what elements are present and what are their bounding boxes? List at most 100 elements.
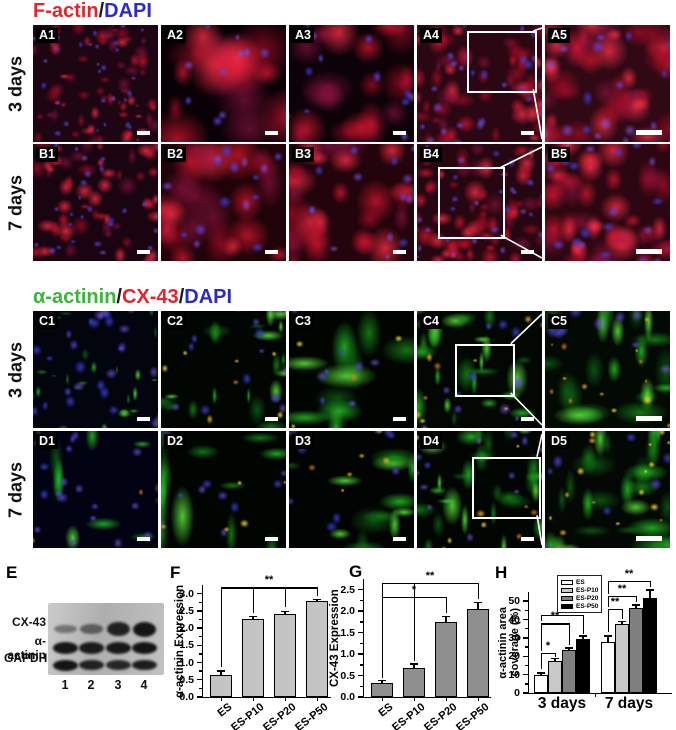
y-major-tick xyxy=(522,600,529,602)
y-minor-tick xyxy=(198,670,203,672)
scale-bar xyxy=(521,537,534,541)
micrograph-panel-a3: A3 xyxy=(289,25,414,142)
sig-bracket-drop xyxy=(541,614,543,622)
sig-bracket-line xyxy=(541,623,571,625)
x-tick xyxy=(478,697,480,701)
legend-label: ES xyxy=(576,578,585,586)
legend-label: ES-P50 xyxy=(576,602,599,610)
error-bar-cap xyxy=(378,679,386,682)
x-group-label: 3 days xyxy=(537,695,587,712)
sig-bracket-drop xyxy=(446,597,448,614)
y-minor-tick xyxy=(198,601,203,603)
y-major-tick xyxy=(522,655,529,657)
zoom-inset-box xyxy=(467,30,538,94)
data-bar xyxy=(306,601,328,697)
y-major-tick xyxy=(357,696,364,698)
y-major-tick xyxy=(357,589,364,591)
error-bar-cap xyxy=(249,616,257,618)
panel-letter-f: F xyxy=(170,563,181,582)
data-bar xyxy=(274,613,296,697)
error-bar xyxy=(568,648,570,650)
x-tick xyxy=(414,697,416,701)
sig-bracket-drop xyxy=(541,652,543,670)
y-tick-label: 2.5 xyxy=(179,604,194,617)
panel-label: D1 xyxy=(36,434,58,449)
y-tick-label: 0.0 xyxy=(340,691,355,703)
error-bar-cap xyxy=(579,635,587,637)
data-bar xyxy=(534,674,548,693)
y-tick-label: 0.0 xyxy=(179,691,194,703)
error-bar-cap xyxy=(604,635,612,637)
sig-bracket-drop xyxy=(636,595,638,603)
error-bar xyxy=(445,616,447,622)
sig-bracket-drop xyxy=(650,580,652,588)
stain-label: α-actinin xyxy=(33,286,117,308)
y-tick-label: 20 xyxy=(508,650,520,663)
panel-label: D4 xyxy=(420,434,442,449)
x-tick xyxy=(595,693,597,697)
x-tick xyxy=(253,697,255,701)
error-bar xyxy=(582,636,584,639)
panel-label: C4 xyxy=(420,314,442,329)
x-tick xyxy=(221,697,223,701)
y-major-tick xyxy=(196,696,203,698)
micrograph-panel-a2: A2 xyxy=(161,25,286,142)
error-bar xyxy=(413,663,415,669)
scale-bar xyxy=(636,249,662,254)
zoom-connector-lines xyxy=(532,27,542,140)
y-major-tick xyxy=(522,692,529,694)
micrograph-panel-b3: B3 xyxy=(289,144,414,261)
micrograph-row-c: 3 days C1 C2 C3 C4 C5 xyxy=(6,311,670,428)
sig-bracket-line xyxy=(608,608,624,610)
sig-bracket-drop xyxy=(253,587,255,613)
y-major-tick xyxy=(196,661,203,664)
y-minor-tick xyxy=(198,618,203,621)
y-major-tick xyxy=(522,618,529,621)
scale-bar xyxy=(521,131,534,135)
sig-bracket-drop xyxy=(555,652,557,658)
panel-label: C3 xyxy=(292,314,314,329)
y-tick-label: 1.5 xyxy=(340,626,355,639)
panel-label: B1 xyxy=(36,147,58,162)
panel-letter-g: G xyxy=(349,562,363,581)
zoom-connector-lines xyxy=(500,146,542,259)
panel-strip: C1 C2 C3 C4 C5 xyxy=(33,311,670,428)
y-minor-tick xyxy=(524,646,529,648)
zoom-inset-box xyxy=(472,456,541,520)
y-major-tick xyxy=(196,679,203,681)
y-major-tick xyxy=(522,673,529,676)
western-blot-image xyxy=(48,603,164,675)
panel-label: D3 xyxy=(292,434,314,449)
legend-swatch xyxy=(561,595,573,601)
time-label: 3 days xyxy=(5,55,26,112)
stain-header-factin-dapi: F-actin/DAPI xyxy=(33,0,152,23)
sig-bracket-drop xyxy=(608,595,610,607)
y-major-tick xyxy=(196,644,203,646)
y-minor-tick xyxy=(524,683,529,685)
micrograph-panel-a5: A5 xyxy=(545,25,670,142)
micrograph-panel-b4: B4 xyxy=(417,144,542,261)
y-minor-tick xyxy=(198,687,203,690)
error-bar-cap xyxy=(217,670,225,672)
y-major-tick xyxy=(357,653,364,655)
data-bar xyxy=(403,668,425,697)
stain-label: / xyxy=(98,0,105,22)
y-major-tick xyxy=(357,610,364,612)
sig-label: ** xyxy=(425,569,435,582)
error-bar xyxy=(540,673,542,675)
stain-label: DAPI xyxy=(104,0,152,22)
sig-bracket-drop xyxy=(622,608,624,619)
sig-bracket-drop xyxy=(478,582,480,600)
blot-band xyxy=(131,659,157,671)
panel-label: A2 xyxy=(164,28,186,43)
zoom-inset-box xyxy=(438,167,505,240)
y-tick-label: 2.0 xyxy=(179,622,194,635)
x-tick xyxy=(446,697,448,701)
y-axis-label-line: α-actinin area xyxy=(497,606,509,679)
data-bar xyxy=(548,660,562,693)
scale-bar xyxy=(521,250,534,254)
error-bar-cap xyxy=(410,663,418,665)
